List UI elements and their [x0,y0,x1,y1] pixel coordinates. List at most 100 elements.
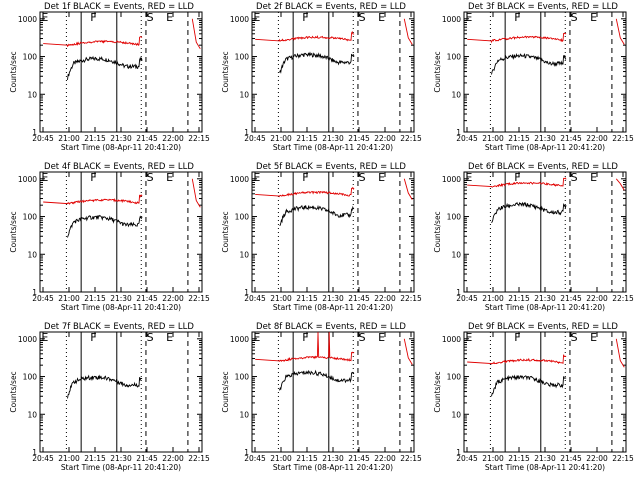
event-marker-label: F [302,331,308,344]
event-marker-label: E [465,171,472,184]
y-axis-label: Counts/sec [9,211,18,252]
lld-rate-series-tail [191,178,201,208]
y-axis-label: Counts/sec [433,371,442,412]
x-tick-label: 22:00 [374,294,396,303]
x-tick-label: 21:45 [136,454,158,463]
x-tick-label: 21:30 [322,294,344,303]
event-marker-label: E [253,171,260,184]
y-tick-label: 1 [32,448,37,457]
event-marker-label: E [378,11,385,24]
y-tick-label: 1 [244,288,249,297]
y-tick-label: 10 [239,250,249,259]
lld-rate-series-tail [191,18,201,50]
chart-panel-5: Det 5f BLACK = Events, RED = LLD 1 10 100 10… [221,162,422,312]
x-tick-label: 21:00 [270,454,292,463]
panel-title: Det 6f BLACK = Events, RED = LLD [468,162,618,172]
x-axis-label: Start Time (08-Apr-11 20:41:20) [273,463,393,472]
events-rate-series [491,374,567,397]
event-marker-label: E [590,11,597,24]
x-tick-label: 21:30 [534,454,556,463]
chart-panel-6: Det 6f BLACK = Events, RED = LLD 1 10 100 10… [433,162,634,312]
y-axis-label: Counts/sec [9,51,18,92]
x-axis-label: Start Time (08-Apr-11 20:41:20) [61,143,181,152]
y-tick-label: 1000 [18,335,37,344]
y-tick-label: 10 [451,250,461,259]
x-tick-label: 21:45 [348,294,370,303]
x-tick-label: 20:45 [244,134,266,143]
x-tick-label: 22:15 [188,134,210,143]
plot-frame [39,331,203,453]
x-tick-label: 21:15 [296,294,318,303]
y-tick-label: 100 [447,53,462,62]
x-tick-label: 22:15 [612,454,634,463]
chart-panel-8: Det 8f BLACK = Events, RED = LLD 1 10 100 10… [221,322,422,472]
lld-rate-series [467,354,567,365]
y-tick-label: 100 [23,53,38,62]
events-rate-series [67,55,143,80]
event-marker-label: S [571,331,578,344]
event-marker-label: S [359,331,366,344]
event-marker-label: F [90,331,96,344]
x-tick-label: 21:45 [136,134,158,143]
lld-rate-series [255,332,355,362]
x-axis-label: Start Time (08-Apr-11 20:41:20) [485,303,605,312]
x-axis-label: Start Time (08-Apr-11 20:41:20) [273,143,393,152]
x-tick-label: 21:00 [482,294,504,303]
x-tick-label: 21:15 [508,294,530,303]
event-marker-label: E [465,331,472,344]
x-tick-label: 21:30 [110,294,132,303]
event-marker-label: S [147,171,154,184]
event-marker-label: S [359,11,366,24]
event-marker-label: E [41,331,48,344]
y-tick-label: 100 [235,373,250,382]
lld-rate-series [255,30,355,42]
x-tick-label: 20:45 [32,134,54,143]
x-tick-label: 21:45 [348,134,370,143]
x-tick-label: 22:15 [612,134,634,143]
y-axis-label: Counts/sec [221,51,230,92]
x-tick-label: 21:15 [508,134,530,143]
y-tick-label: 1000 [230,335,249,344]
y-tick-label: 1000 [442,335,461,344]
y-tick-label: 10 [27,410,37,419]
plot-frame [39,11,203,133]
y-tick-label: 1000 [18,175,37,184]
x-tick-label: 20:45 [244,454,266,463]
y-tick-label: 1 [244,448,249,457]
x-tick-label: 21:00 [58,134,80,143]
x-tick-label: 22:00 [586,134,608,143]
panel-title: Det 9f BLACK = Events, RED = LLD [468,322,618,332]
event-marker-label: F [514,11,520,24]
x-tick-label: 20:45 [32,294,54,303]
y-tick-label: 100 [23,373,38,382]
events-rate-series [279,369,355,391]
x-tick-label: 21:45 [136,294,158,303]
lld-rate-series [43,194,143,205]
event-marker-label: E [378,331,385,344]
x-tick-label: 22:15 [400,294,422,303]
x-tick-label: 21:15 [296,134,318,143]
y-tick-label: 1 [244,128,249,137]
x-tick-label: 21:30 [110,454,132,463]
x-tick-label: 20:45 [456,454,478,463]
event-marker-label: S [571,171,578,184]
events-rate-series [279,51,355,74]
plot-frame [251,11,415,133]
y-tick-label: 10 [451,90,461,99]
chart-panel-3: Det 3f BLACK = Events, RED = LLD 1 10 100 10… [433,2,634,152]
x-tick-label: 21:30 [322,454,344,463]
lld-rate-series-tail [403,18,413,45]
x-tick-label: 22:15 [400,134,422,143]
x-tick-label: 22:15 [612,294,634,303]
x-tick-label: 21:15 [508,454,530,463]
event-marker-label: S [147,331,154,344]
panel-title: Det 5f BLACK = Events, RED = LLD [256,162,406,172]
y-axis-label: Counts/sec [221,211,230,252]
lld-rate-series-tail [403,178,413,200]
plot-frame [251,171,415,293]
y-tick-label: 10 [27,250,37,259]
x-axis-label: Start Time (08-Apr-11 20:41:20) [61,303,181,312]
x-tick-label: 21:15 [84,134,106,143]
event-marker-label: E [166,171,173,184]
